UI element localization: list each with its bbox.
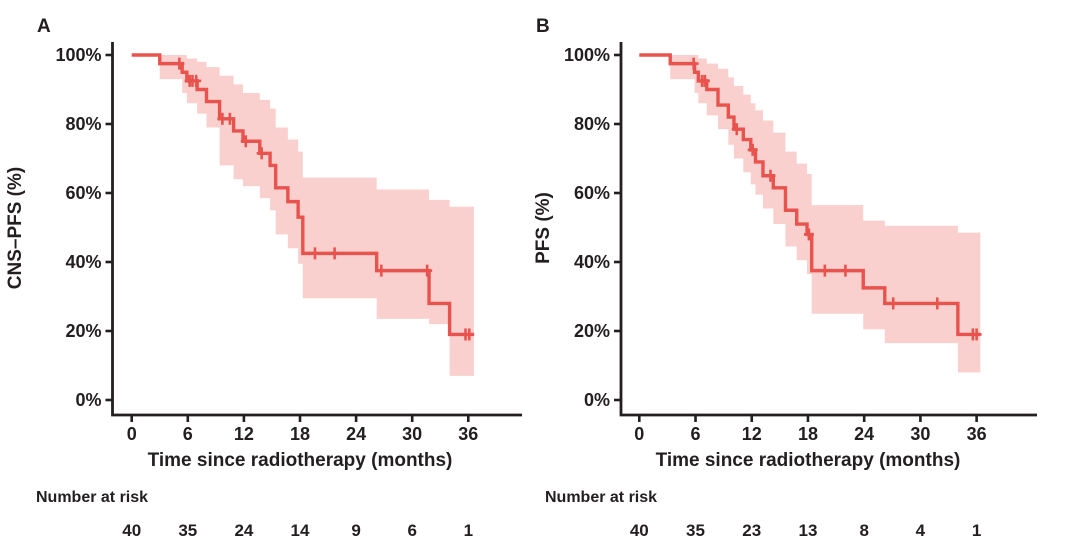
y-axis-title-a: CNS–PFS (%) [5,167,26,289]
risk-number-b: 40 [630,521,649,540]
x-tick-label-b: 12 [742,424,762,444]
ci-band-b [639,55,981,373]
x-tick-label-a: 36 [458,424,478,444]
risk-table-label-a: Number at risk [36,489,148,506]
x-tick-label-a: 24 [346,424,366,444]
x-tick-label-a: 12 [234,424,254,444]
axis-a [111,42,522,417]
risk-number-b: 35 [686,521,705,540]
y-tick-label-a: 80% [65,114,101,134]
x-tick-label-a: 18 [290,424,310,444]
x-tick-label-b: 18 [798,424,818,444]
x-tick-label-a: 30 [402,424,422,444]
ci-band-a [131,55,474,376]
y-tick-label-b: 80% [574,114,610,134]
x-axis-title-a: Time since radiotherapy (months) [148,450,453,471]
x-tick-label-a: 0 [127,424,137,444]
risk-number-a: 40 [122,521,141,540]
x-tick-label-b: 30 [910,424,930,444]
y-tick-label-a: 60% [65,183,101,203]
y-tick-label-b: 60% [574,183,610,203]
x-tick-label-b: 6 [691,424,701,444]
y-tick-label-b: 20% [574,321,610,341]
axis-b [619,42,1037,417]
y-tick-label-b: 40% [574,252,610,272]
y-tick-label-b: 100% [564,45,610,65]
x-tick-label-b: 36 [967,424,987,444]
x-tick-label-a: 6 [183,424,193,444]
y-tick-label-a: 40% [65,252,101,272]
x-tick-label-b: 24 [854,424,874,444]
panel-a-letter: A [37,16,51,37]
x-tick-label-b: 0 [634,424,644,444]
y-tick-label-a: 0% [75,390,101,410]
panel-b-letter: B [536,16,550,37]
risk-number-a: 6 [407,521,416,540]
y-tick-label-b: 0% [584,390,610,410]
x-axis-title-b: Time since radiotherapy (months) [656,450,961,471]
y-tick-label-a: 20% [65,321,101,341]
risk-number-a: 9 [351,521,360,540]
risk-number-a: 1 [464,521,473,540]
risk-number-b: 13 [798,521,817,540]
km-curve-a [131,53,474,337]
risk-number-a: 24 [234,521,253,540]
risk-number-b: 1 [972,521,981,540]
risk-number-a: 35 [178,521,197,540]
risk-number-b: 23 [742,521,761,540]
y-axis-title-b: PFS (%) [533,192,554,264]
risk-number-a: 14 [291,521,310,540]
risk-number-b: 8 [859,521,868,540]
risk-table-label-b: Number at risk [545,489,657,506]
risk-number-b: 4 [916,521,926,540]
y-tick-label-a: 100% [55,45,101,65]
